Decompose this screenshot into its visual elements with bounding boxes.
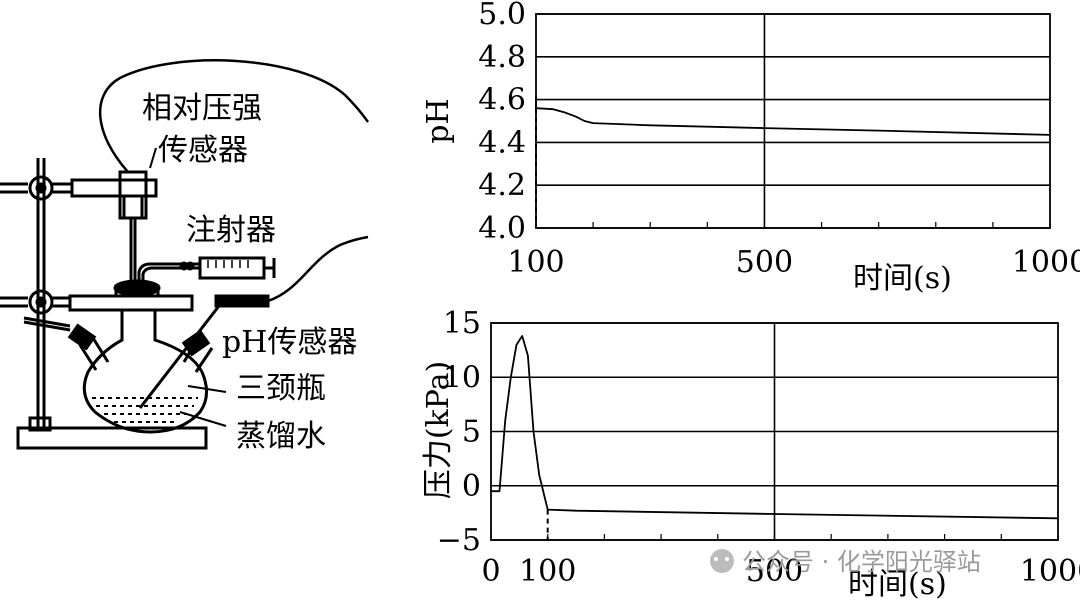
y-tick-label: 10	[443, 360, 481, 395]
x-axis-label: 时间(s)	[853, 261, 952, 296]
x-axis-label: 时间(s)	[848, 567, 947, 602]
data-series-line	[491, 335, 1059, 520]
stopper	[113, 279, 161, 297]
plot-frame	[535, 13, 1051, 229]
ph-probe	[138, 301, 224, 409]
ph-chart: 4.0 4.2 4.4 4.6 4.8 5.0 100 500 1000 时间(s) pH	[421, 0, 1080, 296]
x-tick-label: 100	[507, 245, 564, 280]
y-tick-label: −5	[437, 523, 481, 558]
y-tick-label: 4.8	[478, 40, 526, 75]
apparatus-diagram	[0, 59, 370, 450]
pressure-chart: −505101501005001000时间(s)压力(kPa)	[421, 306, 1080, 602]
x-tick-label: 1000	[1012, 245, 1080, 280]
y-tick-label: 5	[462, 415, 481, 450]
label-syringe: 注射器	[186, 213, 276, 248]
wechat-icon	[710, 549, 734, 573]
x-tick-label: 500	[736, 245, 793, 280]
pressure-sensor-cable	[98, 59, 370, 173]
stand-base	[16, 426, 208, 450]
y-tick-label: 4.2	[478, 168, 526, 203]
three-neck-flask	[82, 310, 208, 434]
y-tick-label: 15	[443, 306, 481, 341]
y-axis-label: 压力(kPa)	[421, 361, 456, 499]
lower-clamp-arm	[68, 294, 194, 312]
ph-sensor-body	[214, 294, 270, 308]
x-tick-label: 0	[481, 554, 500, 589]
label-flask: 三颈瓶	[236, 371, 326, 406]
lower-clamp-knob	[28, 289, 54, 315]
watermark: 公众号 · 化学阳光驿站	[710, 548, 981, 576]
right-neck-stopper	[181, 329, 211, 357]
watermark-text: 公众号 · 化学阳光驿站	[742, 548, 981, 576]
syringe-tube	[137, 262, 200, 282]
y-tick-label: 5.0	[478, 0, 526, 32]
y-axis-label: pH	[421, 98, 456, 143]
label-water: 蒸馏水	[236, 419, 326, 454]
y-tick-label: 4.6	[478, 83, 526, 118]
x-tick-label: 500	[746, 554, 803, 589]
left-neck-stopper	[67, 323, 97, 351]
ph-sensor-cable	[267, 235, 369, 303]
label-pressure-sensor-line2: 传感器	[158, 133, 248, 168]
upper-clamp-knob	[28, 175, 54, 201]
upper-clamp-arm	[70, 178, 158, 198]
y-tick-label: 4.0	[478, 211, 526, 246]
label-pressure-sensor-line1: 相对压强	[142, 91, 262, 126]
y-tick-label: 0	[462, 469, 481, 504]
distilled-water	[92, 397, 198, 423]
x-tick-label: 100	[519, 554, 576, 589]
y-tick-label: 4.4	[478, 125, 526, 160]
data-series-line	[535, 96, 1051, 136]
x-tick-label: 1000	[1020, 554, 1080, 589]
label-ph-sensor: pH传感器	[222, 325, 357, 360]
